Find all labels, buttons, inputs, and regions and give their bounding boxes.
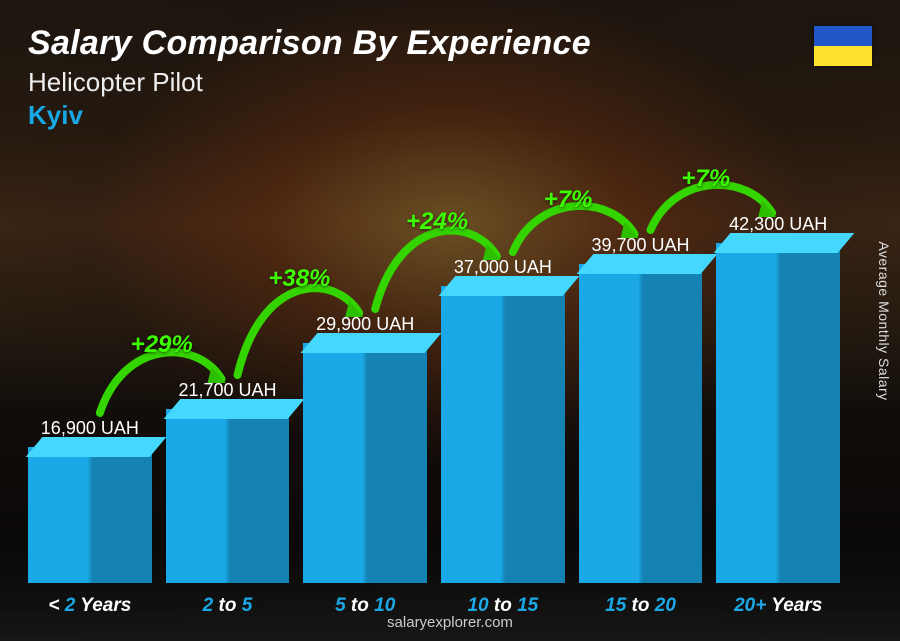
bar-top-face	[163, 399, 303, 419]
increase-percent-label: +29%	[131, 331, 193, 359]
bar-value-label: 21,700 UAH	[178, 380, 276, 401]
footer-credit: salaryexplorer.com	[0, 614, 900, 631]
bar-top-face	[439, 276, 579, 296]
increase-percent-label: +38%	[268, 265, 330, 293]
bar-top-face	[714, 233, 854, 253]
increase-percent-label: +24%	[406, 208, 468, 236]
bar	[441, 286, 565, 583]
bar-top-face	[576, 254, 716, 274]
bar	[303, 343, 427, 583]
ukraine-flag-icon	[814, 26, 872, 66]
bar-chart: 16,900 UAH < 2 Years 21,700 UAH 2 to 5 2…	[28, 143, 840, 583]
y-axis-label: Average Monthly Salary	[876, 241, 892, 400]
bar	[579, 264, 703, 583]
bar-top-face	[301, 333, 441, 353]
bar-front-face	[716, 243, 840, 583]
header: Salary Comparison By Experience Helicopt…	[28, 24, 880, 131]
chart-title: Salary Comparison By Experience	[28, 24, 880, 63]
bar-front-face	[303, 343, 427, 583]
content-area: Salary Comparison By Experience Helicopt…	[0, 0, 900, 641]
bar	[28, 447, 152, 583]
bar-column: 37,000 UAH 10 to 15	[441, 257, 565, 583]
bar-column: 21,700 UAH 2 to 5	[166, 380, 290, 583]
bar-column: 29,900 UAH 5 to 10	[303, 314, 427, 583]
bar	[166, 409, 290, 583]
bar-front-face	[579, 264, 703, 583]
bar	[716, 243, 840, 583]
flag-bottom	[814, 46, 872, 66]
bar-value-label: 16,900 UAH	[41, 418, 139, 439]
bar-column: 39,700 UAH 15 to 20	[579, 235, 703, 583]
bar-value-label: 39,700 UAH	[591, 235, 689, 256]
flag-top	[814, 26, 872, 46]
chart-subtitle: Helicopter Pilot	[28, 67, 880, 98]
increase-percent-label: +7%	[544, 186, 593, 214]
bar-value-label: 37,000 UAH	[454, 257, 552, 278]
bar-value-label: 29,900 UAH	[316, 314, 414, 335]
bar-front-face	[166, 409, 290, 583]
chart-location: Kyiv	[28, 100, 880, 131]
bar-front-face	[28, 447, 152, 583]
bar-column: 16,900 UAH < 2 Years	[28, 418, 152, 583]
increase-percent-label: +7%	[681, 165, 730, 193]
bar-column: 42,300 UAH 20+ Years	[716, 214, 840, 583]
bar-value-label: 42,300 UAH	[729, 214, 827, 235]
bar-front-face	[441, 286, 565, 583]
bar-top-face	[26, 437, 166, 457]
